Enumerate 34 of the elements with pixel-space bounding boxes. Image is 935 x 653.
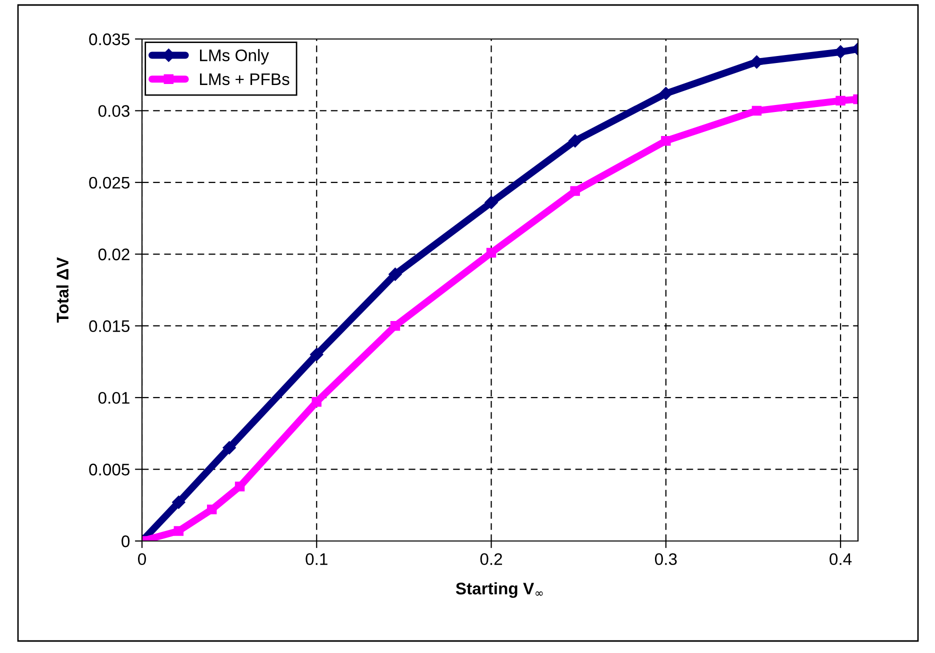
y-tick-label: 0.035 [89, 33, 130, 46]
y-tick-label: 0.03 [98, 105, 130, 117]
point [486, 248, 496, 258]
x-tick-label: 0.3 [654, 553, 677, 566]
y-tick-label: 0.01 [98, 392, 130, 404]
point [752, 106, 762, 116]
point [312, 397, 322, 407]
point [172, 496, 186, 509]
point [568, 134, 582, 148]
point [206, 504, 217, 514]
point [661, 136, 671, 146]
point [484, 196, 498, 210]
y-axis-title: Total ΔV [56, 257, 69, 323]
point [310, 348, 324, 362]
point [390, 320, 400, 331]
point [222, 441, 236, 454]
x-tick-label: 0 [138, 553, 146, 566]
point [174, 526, 184, 536]
point [234, 482, 245, 492]
point [388, 268, 402, 281]
legend-label: LMs + PFBs [200, 73, 290, 86]
y-tick-label: 0.02 [98, 248, 130, 260]
y-tick-label: 0.025 [89, 176, 130, 189]
point [659, 86, 672, 100]
point [836, 96, 846, 106]
x-axis-title: Starting V$_{∞}$ [456, 582, 543, 598]
y-tick-label: 0.015 [89, 320, 130, 332]
point [570, 186, 580, 196]
x-tick-label: 0.4 [830, 553, 852, 566]
x-tick-label: 0.2 [480, 553, 502, 566]
y-tick-label: 0 [122, 535, 130, 548]
y-tick-label: 0.005 [89, 464, 130, 476]
x-tick-label: 0.1 [306, 553, 328, 566]
legend-label: LMs Only [200, 49, 270, 65]
